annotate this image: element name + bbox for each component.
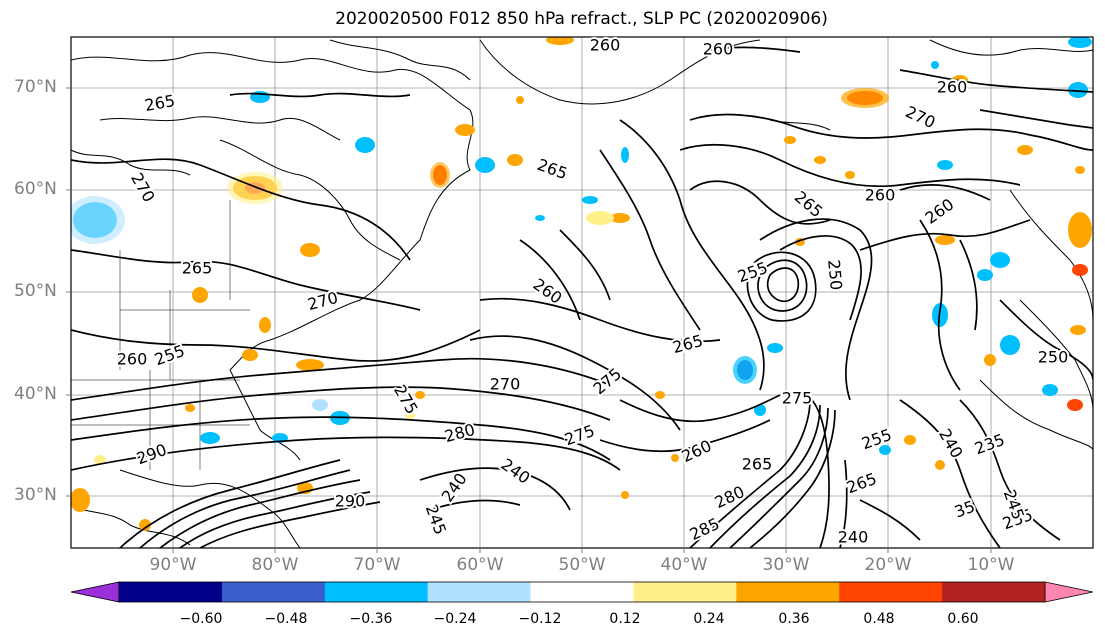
contour-label: 260	[703, 40, 734, 59]
contour-label: 265	[742, 455, 773, 474]
colorbar-segment	[324, 582, 429, 602]
contour-label-halo: 260	[117, 350, 148, 369]
anomaly-shading	[71, 37, 1092, 531]
gridlines	[71, 37, 1093, 548]
colorbar-segment	[119, 582, 223, 602]
colorbar-tick: −0.12	[518, 611, 562, 627]
coastlines	[71, 39, 1093, 548]
colorbar-segment	[427, 582, 532, 602]
colorbar-segment	[736, 582, 840, 602]
colorbar-segment	[839, 582, 943, 602]
contour-label: 250	[824, 259, 846, 291]
contour-label-halo: 260	[590, 36, 621, 55]
colorbar-tick: −0.36	[349, 611, 393, 627]
contour-label: 260	[865, 186, 896, 205]
colorbar-frame	[118, 581, 1046, 603]
lat-label-40n: 40°N	[14, 384, 57, 404]
colorbar-segment	[221, 582, 326, 602]
contour-label: 260	[937, 78, 968, 97]
contour-label-halo: 260	[937, 78, 968, 97]
contour-label: 260	[590, 36, 621, 55]
lat-label-50n: 50°N	[14, 281, 57, 301]
contour-label: 275	[782, 389, 813, 408]
contour-label-halo: 260	[865, 186, 896, 205]
contour-label: 270	[490, 375, 521, 394]
lon-label-60w: 60°W	[456, 555, 504, 575]
lon-label-40w: 40°W	[660, 555, 708, 575]
contour-label: 260	[117, 350, 148, 369]
colorbar-tick: 0.36	[778, 611, 810, 627]
lon-label-80w: 80°W	[251, 555, 299, 575]
contour-label-halo: 260	[703, 40, 734, 59]
contour-label: 250	[1038, 348, 1069, 367]
contour-label-halo: 250	[1038, 348, 1069, 367]
lat-label-70n: 70°N	[14, 77, 57, 97]
colorbar-tick: 0.24	[693, 611, 725, 627]
colorbar-tick: 0.60	[947, 611, 979, 627]
contour-label: 240	[838, 528, 869, 547]
contour-label-halo: 290	[335, 492, 366, 511]
contour-label-halo: 240	[838, 528, 869, 547]
colorbar-tick: 0.12	[609, 611, 641, 627]
lon-label-50w: 50°W	[558, 555, 606, 575]
lat-label-30n: 30°N	[14, 485, 57, 505]
lon-label-20w: 20°W	[864, 555, 912, 575]
colorbar-segment	[530, 582, 634, 602]
axis-ticks	[66, 87, 992, 553]
contour-label-halo: 265	[143, 91, 176, 115]
contours	[71, 46, 1093, 548]
colorbar-tick: −0.48	[264, 611, 308, 627]
lon-label-70w: 70°W	[353, 555, 401, 575]
colorbar-segment	[633, 582, 737, 602]
contour-label-halo: 270	[490, 375, 521, 394]
lon-label-90w: 90°W	[149, 555, 197, 575]
contour-label: 290	[335, 492, 366, 511]
lat-label-60n: 60°N	[14, 179, 57, 199]
lon-label-30w: 30°W	[762, 555, 810, 575]
colorbar-tick: 0.48	[863, 611, 895, 627]
colorbar-tick: −0.60	[179, 611, 223, 627]
map-title: 2020020500 F012 850 hPa refract., SLP PC…	[335, 9, 828, 29]
contour-label: 265	[182, 259, 213, 278]
colorbar-tick: −0.24	[433, 611, 477, 627]
colorbar	[70, 581, 1094, 603]
lon-label-10w: 10°W	[967, 555, 1015, 575]
colorbar-segment	[942, 582, 1046, 602]
contour-label-halo: 275	[782, 389, 813, 408]
contour-label-halo: 265	[182, 259, 213, 278]
contour-label-halo: 265	[742, 455, 773, 474]
